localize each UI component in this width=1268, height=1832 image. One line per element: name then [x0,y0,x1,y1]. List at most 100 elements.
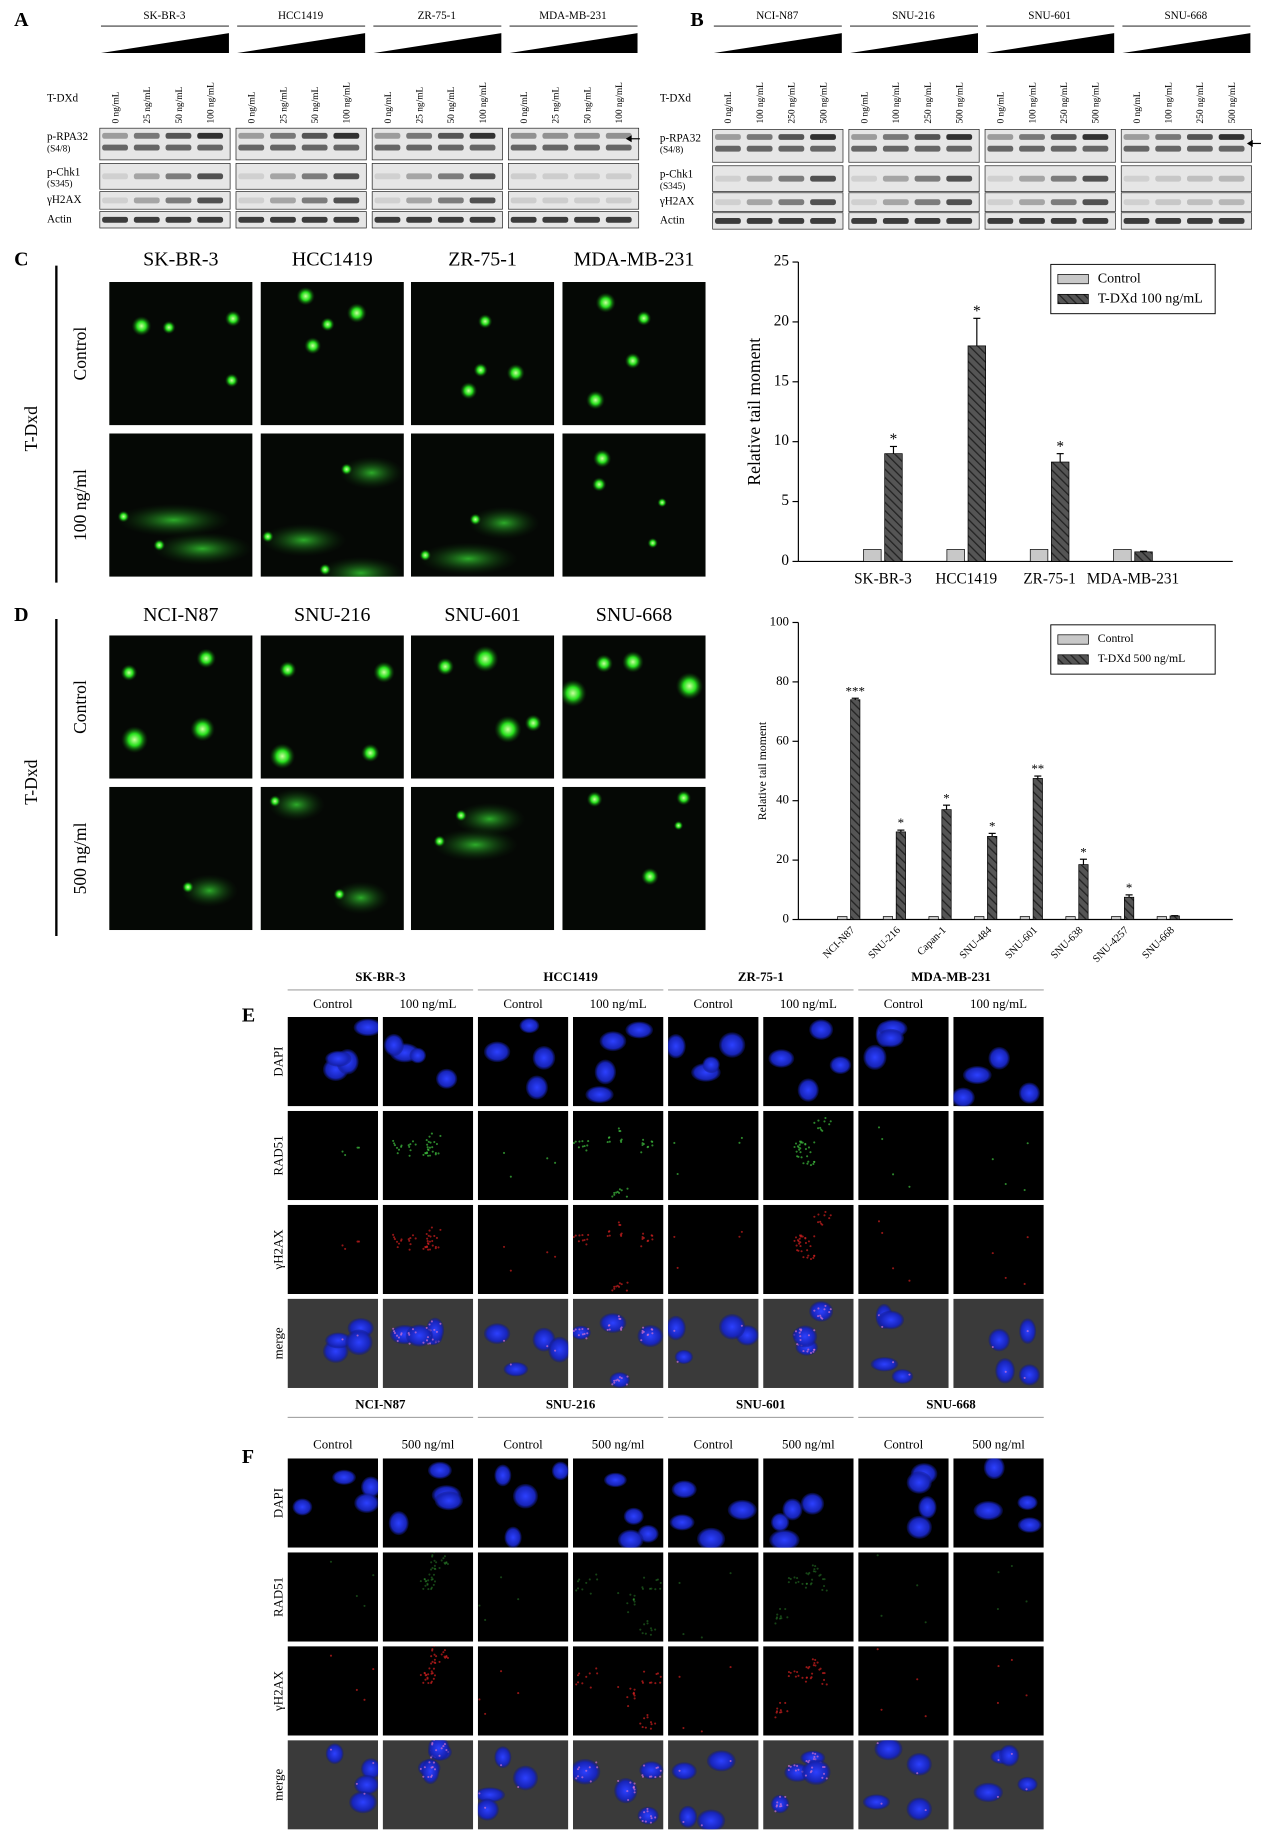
focus [649,1821,652,1824]
nucleus [877,1310,905,1330]
focus [585,1675,588,1678]
blot-band [1218,145,1245,152]
micrograph-bg [382,1740,474,1830]
focus [439,1134,442,1138]
comet-head [594,654,614,673]
focus [618,1188,621,1191]
blot-strip [371,191,503,210]
stain-label: γH2AX [270,1229,285,1271]
focus [1026,1142,1029,1145]
legend-box [1050,263,1216,315]
focus [426,1242,430,1245]
dose-label: 0 ng/mL [384,91,394,123]
focus [409,1237,412,1240]
focus [787,1577,790,1580]
focus [646,1716,649,1719]
focus [799,1141,803,1144]
focus [738,1141,741,1144]
blot-band [987,218,1014,224]
cell-line-header: SNU-216 [294,604,370,626]
focus [414,1143,417,1146]
focus [478,1604,481,1607]
comet-head [477,314,493,329]
nucleus [797,1078,819,1102]
blot-band [778,134,805,140]
focus [500,1576,503,1579]
focus [641,1329,644,1333]
focus [825,1777,828,1780]
focus [659,1681,662,1684]
focus [881,1231,884,1235]
micrograph-bg [382,1016,474,1107]
comet-head [320,317,335,332]
focus [1025,1694,1028,1697]
x-tick-label: SNU-484 [958,924,995,961]
focus [424,1584,427,1587]
condition-label: 500 ng/ml [782,1436,835,1451]
nucleus [863,1044,887,1070]
comet-tail [267,788,325,822]
focus [823,1214,826,1217]
micrograph-bg [260,433,404,577]
blot-band [374,216,401,223]
blot-band [406,197,433,204]
nucleus [383,1033,404,1057]
comet-tail [260,523,347,557]
blot-band [1123,175,1150,182]
focus [799,1338,802,1342]
focus [344,1153,347,1157]
focus [817,1221,820,1224]
focus [633,1788,636,1791]
cell-line-header: HCC1419 [278,10,324,22]
focus [640,1245,643,1248]
focus [796,1577,799,1580]
focus [613,1379,616,1382]
focus [797,1146,800,1149]
blot-band [1186,218,1213,224]
nucleus [1018,1364,1040,1386]
nucleus [870,1357,899,1372]
focus [430,1561,433,1564]
nucleus [718,1032,746,1058]
nucleus [292,1498,313,1516]
micrograph-bg [109,635,253,779]
focus [581,1140,584,1143]
focus [431,1578,434,1581]
focus [775,1805,778,1808]
row-label: p-Chk1 [660,169,693,181]
focus [427,1681,430,1685]
focus [344,1247,347,1250]
focus [395,1334,399,1337]
condition-label: Control [694,996,734,1011]
focus [809,1257,813,1261]
y-tick-label: 80 [776,673,789,688]
focus [784,1701,787,1705]
focus [411,1234,415,1237]
focus [341,1150,344,1153]
focus [397,1242,401,1245]
micrograph [109,433,253,577]
focus [620,1283,623,1286]
nucleus [988,1328,1010,1352]
blot-band [437,132,464,139]
micrograph [382,1458,474,1548]
focus [829,1214,832,1217]
focus [659,1675,662,1678]
focus [329,1748,333,1751]
blot-band [778,199,805,206]
focus [798,1143,801,1146]
bar [882,916,894,920]
focus [484,1712,487,1715]
cell-line-header: SNU-601 [444,604,520,626]
micrograph [668,1016,759,1107]
nucleus [325,1332,352,1349]
focus [618,1376,621,1379]
micrograph [858,1204,949,1295]
focus [804,1142,807,1146]
focus [829,1120,832,1123]
focus [642,1232,645,1235]
focus [611,1195,614,1198]
focus [430,1766,433,1769]
nucleus [1017,1517,1042,1533]
focus [795,1244,798,1247]
